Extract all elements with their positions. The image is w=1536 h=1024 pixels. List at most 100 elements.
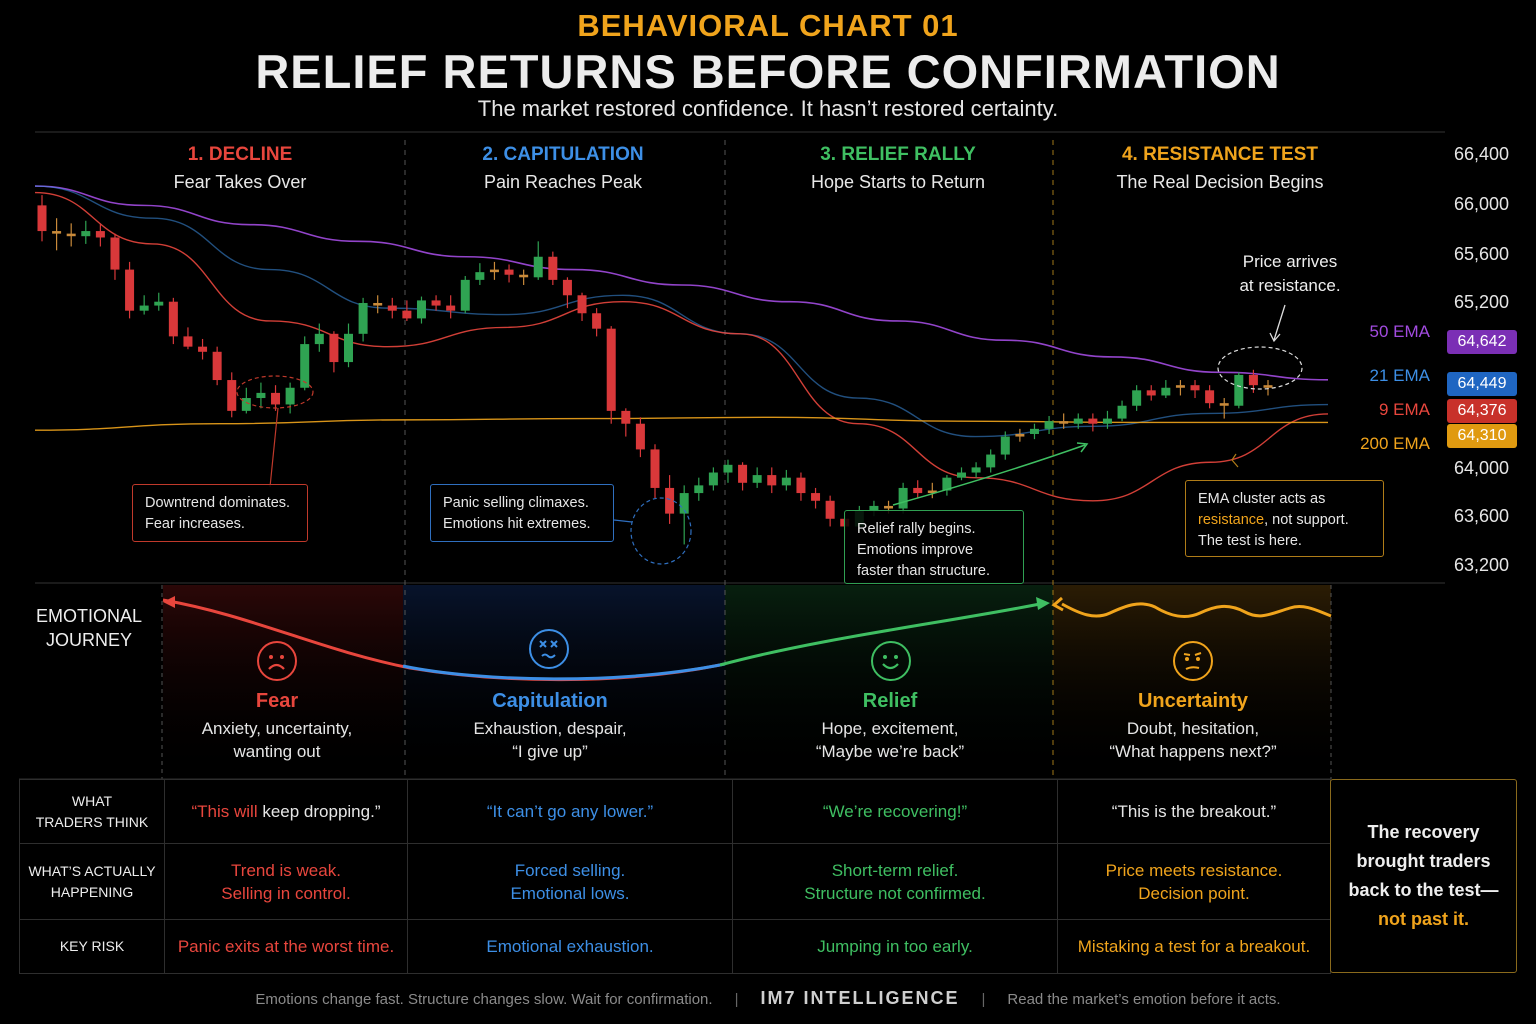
candle: [577, 292, 587, 321]
candle: [986, 449, 996, 473]
candle: [1117, 400, 1127, 422]
journey-stage-desc: Anxiety, uncertainty, wanting out: [201, 719, 353, 761]
journey-stage-desc: Doubt, hesitation, “What happens next?”: [1109, 719, 1277, 761]
candle: [752, 467, 762, 488]
candle: [227, 372, 237, 418]
ema-200-label: 200 EMA: [1360, 434, 1430, 453]
takeaway-highlight: not past it.: [1378, 909, 1469, 929]
table-cell: “This is the breakout.”: [1057, 779, 1331, 844]
candle: [198, 338, 208, 360]
candle: [95, 223, 105, 247]
candle: [1146, 385, 1156, 401]
candle: [898, 482, 908, 514]
ema-line-50: [34, 185, 1329, 381]
candle: [504, 264, 514, 283]
candle: [606, 326, 616, 424]
ema-cluster-note-text: EMA cluster acts as: [1198, 491, 1326, 507]
candle: [460, 276, 470, 314]
ema-200-value: 64,310: [1447, 424, 1517, 448]
table-cell: Price meets resistance. Decision point.: [1057, 843, 1331, 920]
candle: [562, 277, 572, 309]
resistance-callout: Price arrives at resistance.: [1239, 252, 1341, 295]
footer: Emotions change fast. Structure changes …: [0, 988, 1536, 1009]
candle: [942, 475, 952, 496]
candle: [1029, 423, 1039, 440]
candle: [1102, 410, 1112, 429]
y-tick: 66,000: [1454, 194, 1510, 214]
footer-left: Emotions change fast. Structure changes …: [255, 991, 713, 1008]
phase-decline-number: 1. DECLINE: [187, 144, 293, 165]
candle: [738, 462, 748, 491]
candle: [1190, 380, 1200, 399]
ema-50-value: 64,642: [1447, 330, 1517, 354]
candle: [387, 297, 397, 319]
candle: [271, 385, 281, 411]
candle: [825, 495, 835, 527]
journey-stage-title: Uncertainty: [1137, 690, 1249, 712]
candle: [256, 382, 266, 409]
happy-face-icon: [871, 641, 911, 681]
candle: [621, 408, 631, 437]
capitulation-highlight: [630, 497, 692, 565]
candle: [110, 233, 120, 280]
sad-face-icon: [257, 641, 297, 681]
chart-subtitle: The market restored confidence. It hasn’…: [477, 96, 1059, 121]
candle: [314, 323, 324, 352]
candle: [446, 295, 456, 319]
candle: [1073, 413, 1083, 429]
candle: [767, 467, 777, 494]
decline-note: Downtrend dominates. Fear increases.: [132, 484, 308, 542]
candle: [1175, 380, 1185, 396]
y-tick: 63,600: [1454, 506, 1510, 526]
takeaway-box: The recovery brought traders back to the…: [1330, 779, 1517, 973]
candle: [475, 263, 485, 286]
takeaway-text: The recovery brought traders back to the…: [1348, 822, 1499, 900]
candle: [957, 467, 966, 481]
candle: [796, 472, 806, 501]
phase-resistance: 4. RESISTANCE TEST The Real Decision Beg…: [1080, 144, 1360, 193]
table-cell: Forced selling. Emotional lows.: [407, 843, 733, 920]
dizzy-face-icon: [529, 629, 569, 669]
journey-stage-capitulation: Capitulation Exhaustion, despair, “I giv…: [420, 690, 680, 763]
footer-separator: |: [734, 991, 739, 1008]
candle: [66, 223, 76, 247]
relief-note: Relief rally begins. Emotions improve fa…: [844, 510, 1024, 584]
chart-title: RELIEF RETURNS BEFORE CONFIRMATION: [255, 45, 1281, 98]
ema-line-9: [34, 191, 1329, 502]
cell-text: “This will: [191, 802, 263, 821]
journey-stage-fear: Fear Anxiety, uncertainty, wanting out: [163, 690, 391, 763]
table-cell: Trend is weak. Selling in control.: [164, 843, 408, 920]
candle: [285, 382, 295, 414]
row-label: WHAT’S ACTUALLY HAPPENING: [19, 843, 165, 920]
candle: [373, 295, 383, 314]
table-row: WHAT TRADERS THINK “This will keep dropp…: [19, 779, 1331, 844]
y-tick: 65,600: [1454, 244, 1510, 264]
candle: [533, 241, 543, 280]
candle: [168, 297, 178, 345]
candle: [1219, 398, 1229, 419]
ema-9-label: 9 EMA: [1378, 400, 1430, 419]
candle: [300, 336, 310, 391]
candle: [52, 218, 62, 251]
candle: [723, 459, 733, 483]
journey-stage-desc: Exhaustion, despair, “I give up”: [473, 719, 627, 761]
y-tick: 66,400: [1454, 144, 1510, 164]
behavior-table: WHAT TRADERS THINK “This will keep dropp…: [19, 779, 1331, 974]
ema-cluster-note-highlight: resistance: [1198, 512, 1265, 528]
candle: [1088, 413, 1098, 432]
candle: [1044, 416, 1054, 434]
journey-stage-title: Fear: [255, 690, 299, 712]
candle: [927, 482, 937, 499]
journey-stage-relief: Relief Hope, excitement, “Maybe we’re ba…: [760, 690, 1020, 763]
candle: [679, 485, 689, 545]
y-tick: 65,200: [1454, 292, 1510, 312]
y-tick: 63,200: [1454, 555, 1510, 575]
candle: [402, 300, 412, 321]
phase-decline: 1. DECLINE Fear Takes Over: [110, 144, 370, 193]
table-row: WHAT’S ACTUALLY HAPPENING Trend is weak.…: [19, 843, 1331, 920]
candle: [37, 195, 47, 242]
table-cell: “This will keep dropping.”: [164, 779, 408, 844]
candle: [183, 327, 193, 350]
table-cell: Panic exits at the worst time.: [164, 919, 408, 974]
